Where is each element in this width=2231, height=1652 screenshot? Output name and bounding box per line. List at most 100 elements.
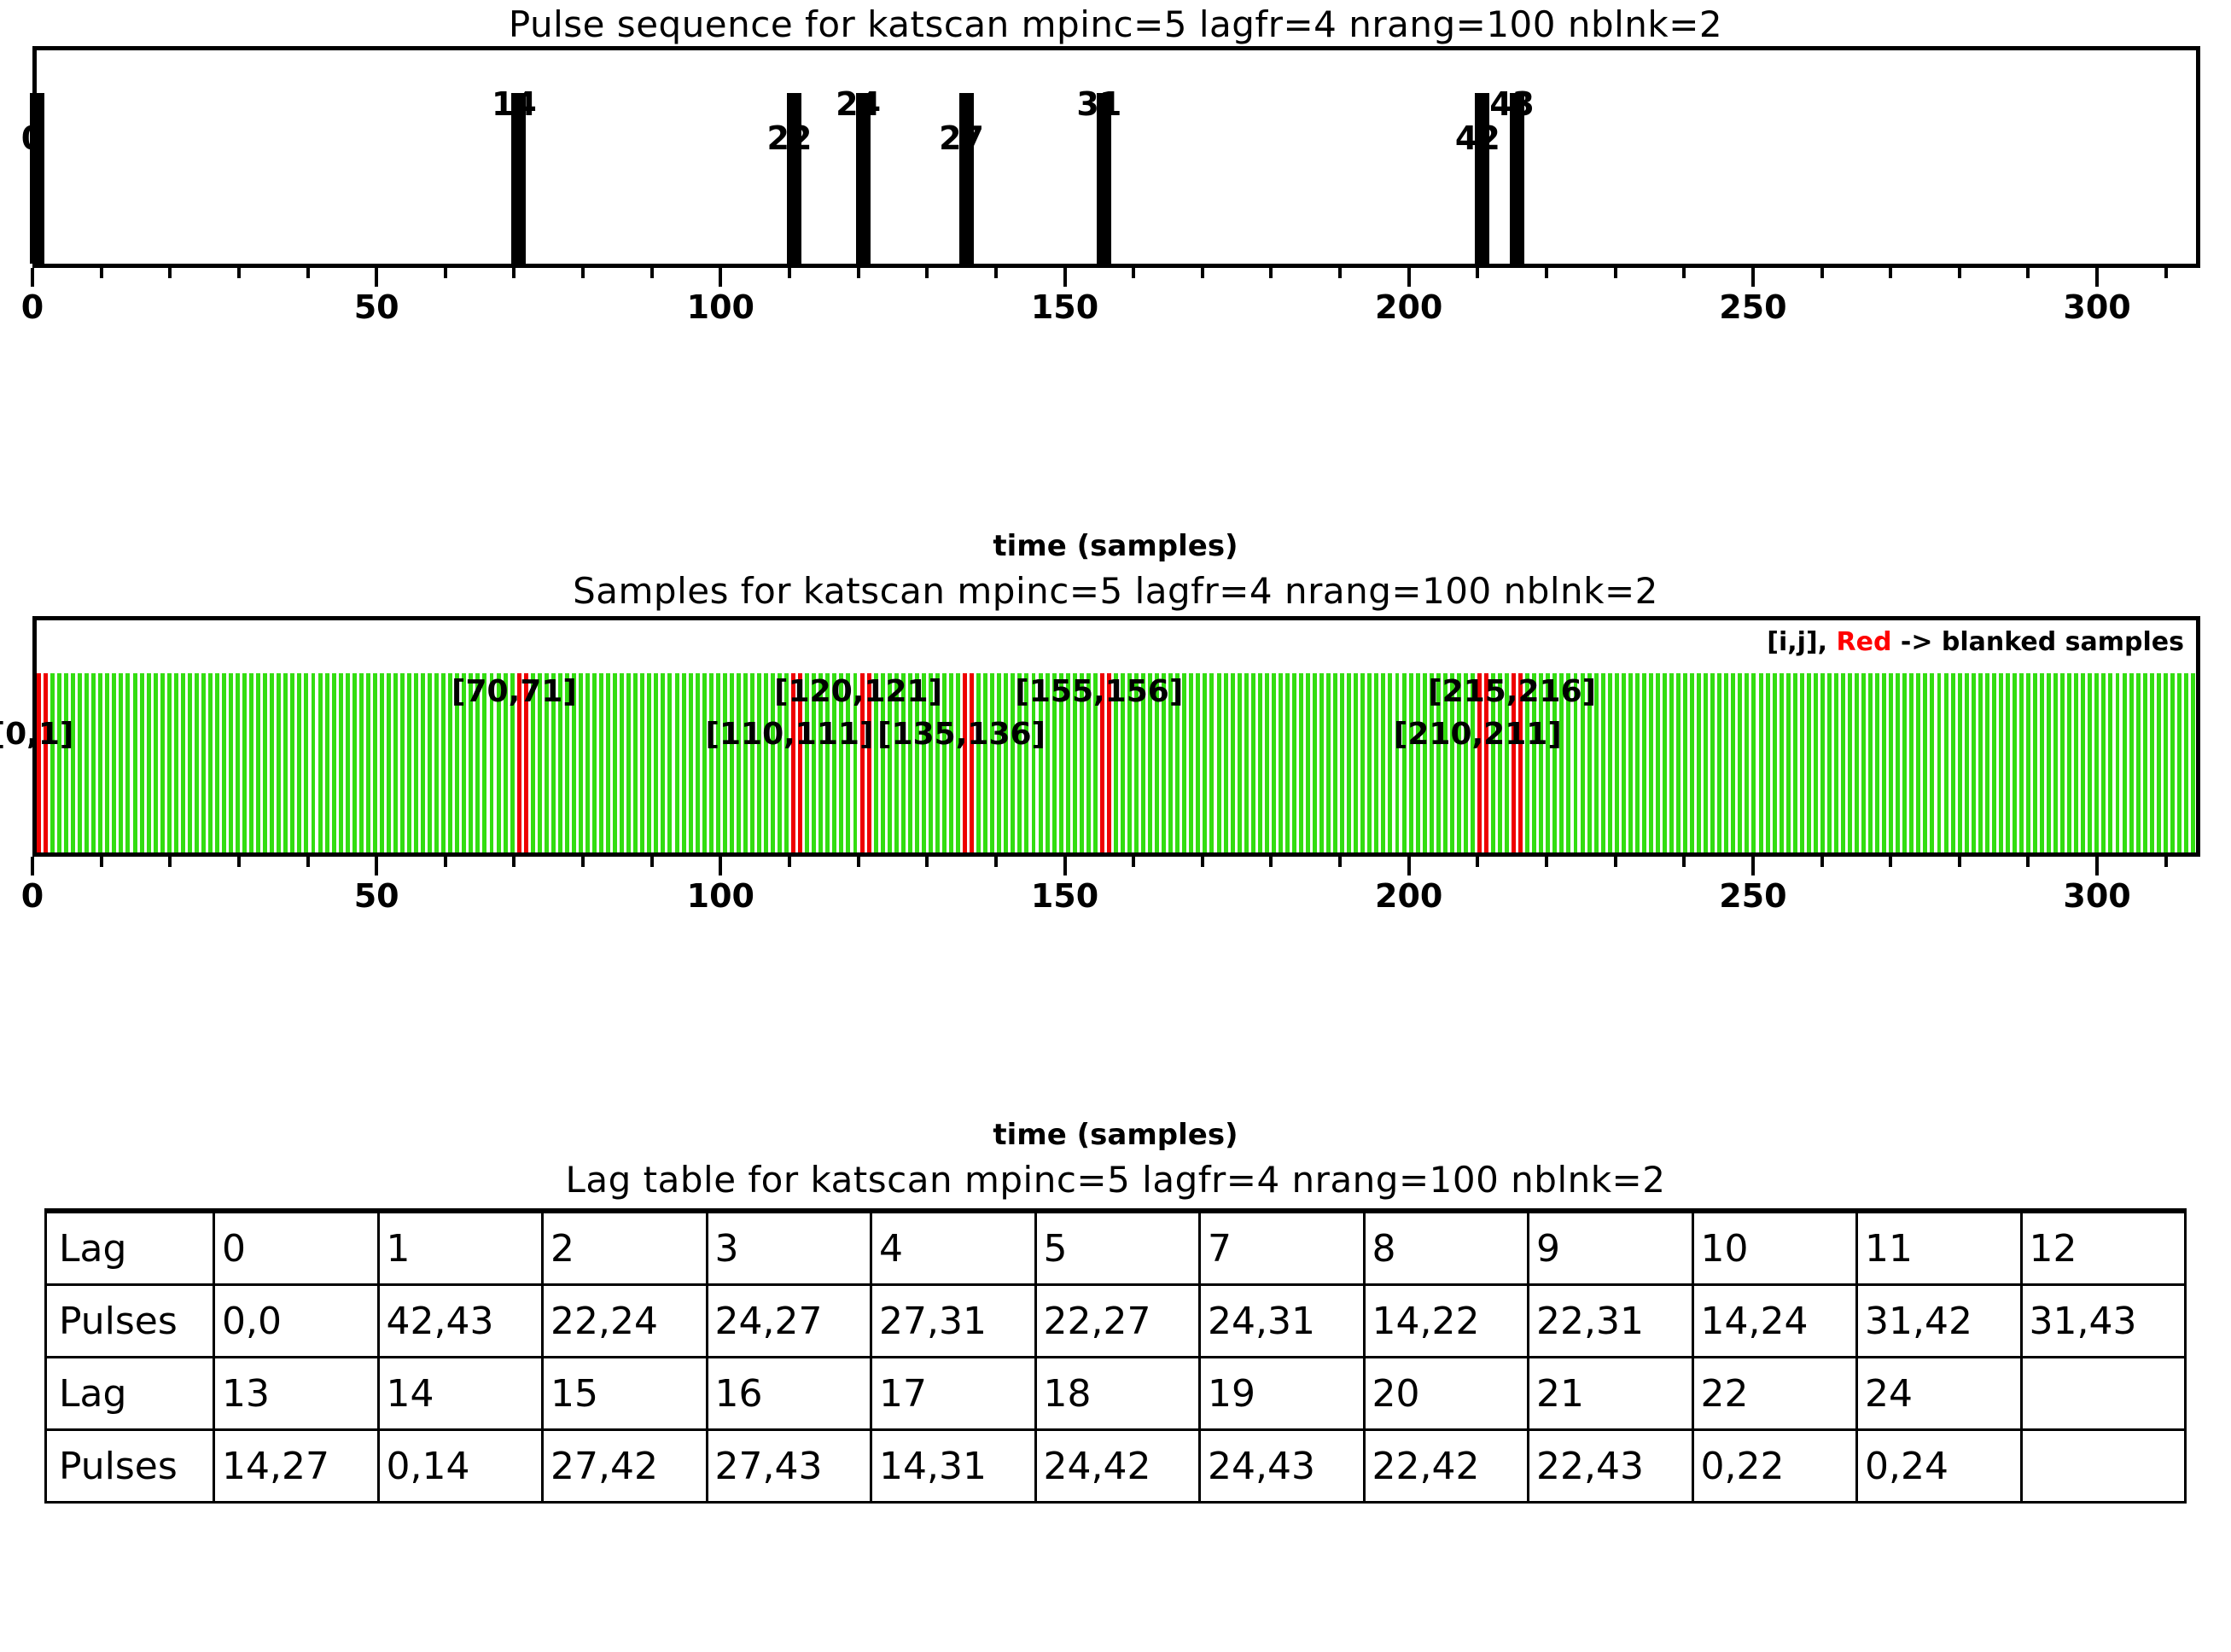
sample-stripe [1833, 673, 1838, 852]
sample-stripe [1395, 673, 1400, 852]
sample-stripe [393, 673, 398, 852]
sample-stripe [1573, 673, 1578, 852]
pulse-label: 22 [766, 119, 813, 157]
sample-stripe [1923, 673, 1928, 852]
sample-stripe [207, 673, 213, 852]
sample-stripe [222, 673, 226, 852]
sample-stripe [105, 673, 110, 852]
axis-tick-label: 200 [1375, 288, 1443, 326]
sample-stripe [1168, 673, 1174, 852]
axis-tick-label: 0 [20, 877, 44, 915]
sample-stripe [277, 673, 282, 852]
axis-minor-tick [787, 857, 791, 867]
blanked-sample-label: [135,136] [877, 717, 1046, 752]
sample-stripe [1916, 673, 1921, 852]
table-cell: 19 [1198, 1356, 1366, 1431]
blanked-sample-stripe [866, 673, 871, 852]
sample-stripe [1017, 673, 1022, 852]
sample-stripe [613, 673, 618, 852]
table-cell: 7 [1198, 1208, 1366, 1286]
blanked-sample-stripe [970, 673, 975, 852]
sample-stripe [1141, 673, 1146, 852]
table-cell: 42,43 [376, 1283, 544, 1358]
sample-stripe [2101, 673, 2106, 852]
sample-stripe [949, 673, 954, 852]
table-cell: 9 [1527, 1208, 1694, 1286]
sample-stripe [1532, 673, 1537, 852]
sample-stripe [84, 673, 90, 852]
pulse-bar [786, 93, 801, 264]
table-cell: 17 [870, 1356, 1037, 1431]
sample-stripe [1354, 673, 1359, 852]
sample-stripe [1313, 673, 1318, 852]
blanked-sample-label: [110,111] [705, 717, 874, 752]
sample-stripe [1189, 673, 1194, 852]
pulse-bar [1509, 93, 1524, 264]
sample-stripe [1669, 673, 1674, 852]
sample-stripe [1998, 673, 2003, 852]
axis-minor-tick [581, 857, 585, 867]
sample-stripe [173, 673, 178, 852]
sample-stripe [1799, 673, 1804, 852]
sample-stripe [1306, 673, 1310, 852]
sample-stripe [263, 673, 268, 852]
sample-stripe [125, 673, 131, 852]
sample-stripe [1566, 673, 1571, 852]
axis-major-tick [1407, 268, 1411, 287]
blanked-sample-label: [70,71] [451, 674, 577, 709]
axis-tick-label: 200 [1375, 877, 1443, 915]
axis-minor-tick [306, 268, 310, 278]
sample-stripe [1697, 673, 1702, 852]
axis-major-tick [375, 857, 379, 875]
table-cell: 8 [1362, 1208, 1529, 1286]
sample-stripe [1257, 673, 1262, 852]
sample-stripe [358, 673, 364, 852]
table-row: Pulses 0,0 42,43 22,24 24,27 27,31 22,27 24,31 1… [44, 1283, 2187, 1358]
sample-stripe [1244, 673, 1249, 852]
table-cell: 3 [705, 1208, 872, 1286]
sample-stripe [1848, 673, 1852, 852]
table-cell: 2 [541, 1208, 708, 1286]
sample-stripe [283, 673, 288, 852]
axis-minor-tick [1132, 268, 1136, 278]
sample-stripe [1004, 673, 1009, 852]
sample-stripe [71, 673, 76, 852]
sample-stripe [290, 673, 295, 852]
sample-stripe [1319, 673, 1325, 852]
sample-stripe [112, 673, 117, 852]
sample-stripe [119, 673, 124, 852]
axis-tick-label: 300 [2063, 877, 2131, 915]
table-cell: 31,43 [2019, 1283, 2187, 1358]
table-cell: 0 [213, 1208, 380, 1286]
axis-minor-tick [856, 857, 860, 867]
pulse-bar [958, 93, 974, 264]
axis-minor-tick [1200, 857, 1204, 867]
axis-major-tick [719, 268, 723, 287]
sample-stripe [674, 673, 679, 852]
sample-stripe [1902, 673, 1908, 852]
table-cell: 27,42 [541, 1428, 708, 1504]
table-cell: 22 [1691, 1356, 1858, 1431]
sample-stripe [236, 673, 241, 852]
axis-minor-tick [993, 268, 998, 278]
sample-stripe [749, 673, 754, 852]
blanked-sample-stripe [963, 673, 968, 852]
sample-stripe [1559, 673, 1564, 852]
sample-stripe [956, 673, 961, 852]
sample-stripe [400, 673, 405, 852]
sample-stripe [1587, 673, 1592, 852]
sample-stripe [1072, 673, 1077, 852]
table-cell: 11 [1855, 1208, 2023, 1286]
axis-minor-tick [2026, 857, 2030, 867]
sample-stripe [1401, 673, 1407, 852]
axis-minor-tick [1544, 857, 1548, 867]
sample-stripe [1278, 673, 1283, 852]
blanked-sample-stripe [798, 673, 803, 852]
sample-stripe [1045, 673, 1050, 852]
sample-stripe [1690, 673, 1695, 852]
sample-stripe [1909, 673, 1914, 852]
sample-stripe [249, 673, 254, 852]
sample-stripe [626, 673, 632, 852]
sample-stripe [1113, 673, 1118, 852]
sample-stripe [839, 673, 844, 852]
